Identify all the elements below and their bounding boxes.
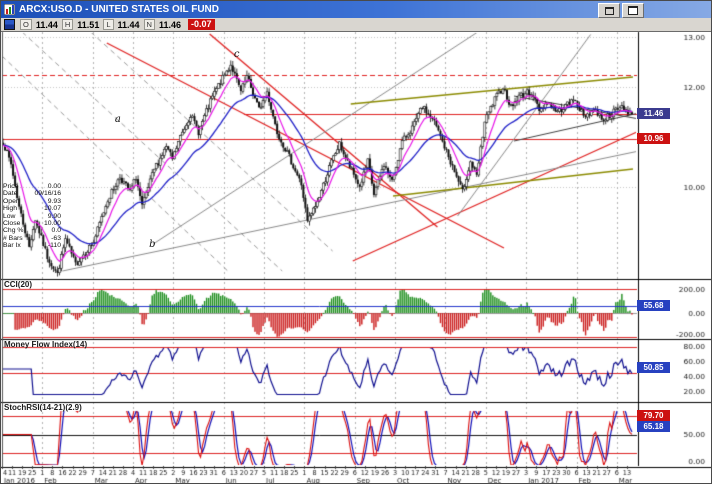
quote-field-label-N: N — [143, 19, 155, 30]
quote-field-value-L: 11.44 — [117, 19, 140, 30]
window-maximize-button[interactable] — [622, 3, 644, 18]
window-restore-button[interactable] — [598, 3, 620, 18]
app-icon — [4, 4, 15, 15]
quote-fields: O 11.44 H 11.51 L 11.44 N 11.46 — [20, 19, 181, 30]
quote-field-label-O: O — [20, 19, 32, 30]
window-restore-icon — [604, 6, 614, 15]
titlebar-buttons — [598, 3, 644, 18]
titlebar[interactable]: ARCX:USO.D - UNITED STATES OIL FUND — [1, 1, 711, 18]
quote-field-label-L: L — [103, 19, 114, 30]
quote-field-value-H: 11.51 — [77, 19, 100, 30]
quote-service-icon — [4, 19, 15, 30]
quote-field-value-N: 11.46 — [158, 19, 181, 30]
price-change-badge: -0.07 — [187, 19, 215, 30]
quote-field-label-H: H — [61, 19, 74, 30]
quote-field-value-O: 11.44 — [35, 19, 58, 30]
window-maximize-icon — [628, 6, 638, 15]
quote-bar: O 11.44 H 11.51 L 11.44 N 11.46 -0.07 — [1, 18, 711, 32]
window-title: ARCX:USO.D - UNITED STATES OIL FUND — [19, 4, 219, 15]
